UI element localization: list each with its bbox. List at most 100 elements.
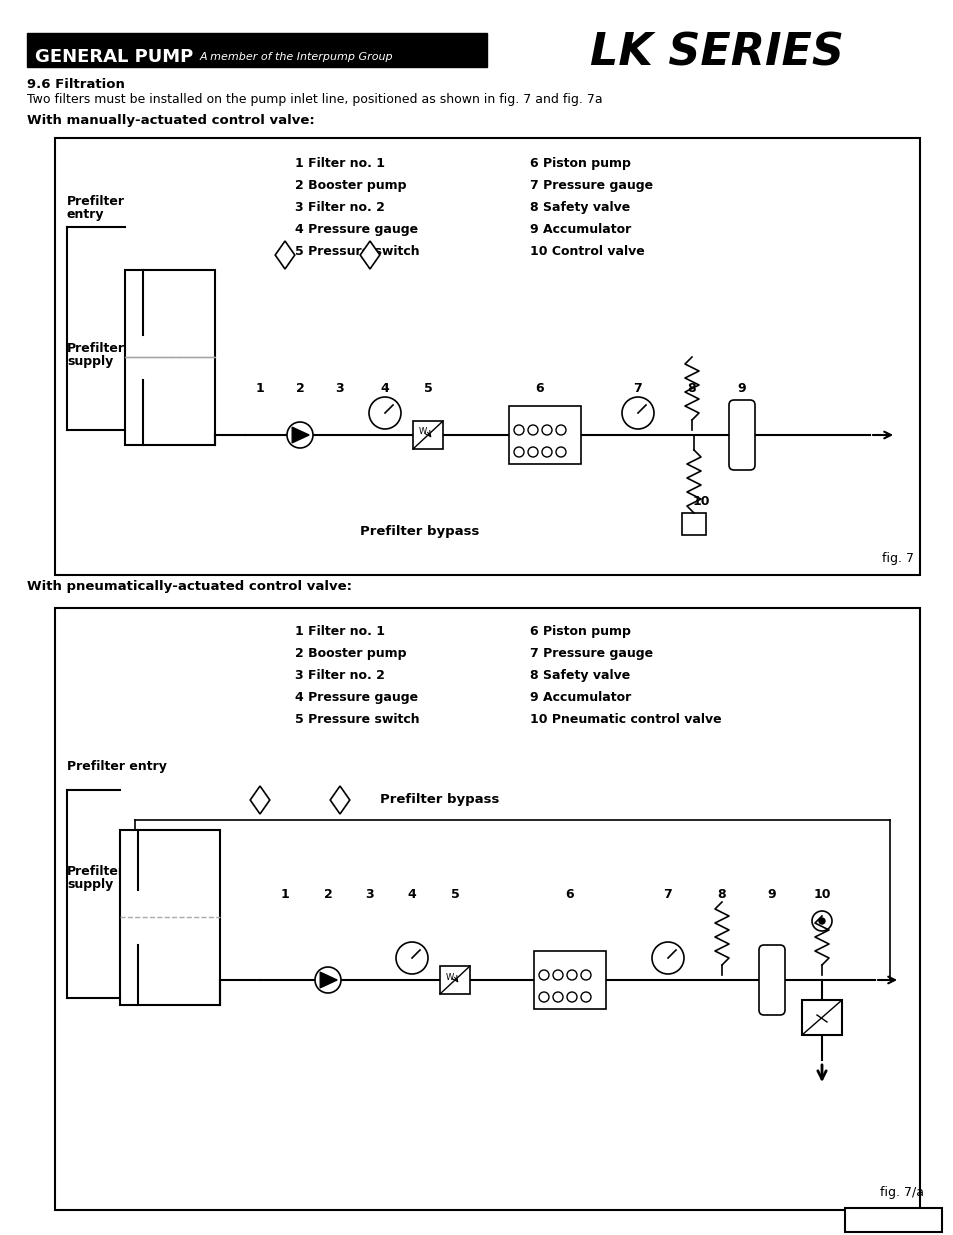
Text: Prefilter: Prefilter <box>141 288 199 301</box>
Text: With manually-actuated control valve:: With manually-actuated control valve: <box>27 114 314 127</box>
Polygon shape <box>274 241 294 269</box>
Text: With pneumatically-actuated control valve:: With pneumatically-actuated control valv… <box>27 580 352 593</box>
Text: 8: 8 <box>687 382 696 395</box>
Text: Prefilter: Prefilter <box>67 342 125 354</box>
Text: W: W <box>445 972 454 982</box>
Text: 1 Filter no. 1: 1 Filter no. 1 <box>294 625 385 638</box>
Text: Prefilter: Prefilter <box>67 195 125 207</box>
Text: Two filters must be installed on the pump inlet line, positioned as shown in fig: Two filters must be installed on the pum… <box>27 93 602 106</box>
Text: Prefilter bypass: Prefilter bypass <box>380 793 499 806</box>
Circle shape <box>811 911 831 931</box>
Text: 5 Pressure switch: 5 Pressure switch <box>294 245 419 258</box>
Circle shape <box>651 942 683 974</box>
Circle shape <box>369 396 400 429</box>
Text: 7: 7 <box>633 382 641 395</box>
Text: 10: 10 <box>692 495 710 508</box>
Text: 9 Accumulator: 9 Accumulator <box>530 224 631 236</box>
Text: 5: 5 <box>423 382 432 395</box>
Text: A member of the Interpump Group: A member of the Interpump Group <box>200 52 394 62</box>
Text: 1: 1 <box>255 382 264 395</box>
Text: 3 Filter no. 2: 3 Filter no. 2 <box>294 669 384 682</box>
Text: 10: 10 <box>812 888 830 902</box>
Text: 6 Piston pump: 6 Piston pump <box>530 625 630 638</box>
Text: 3: 3 <box>365 888 374 902</box>
Text: 2: 2 <box>295 382 304 395</box>
Text: GENERAL PUMP: GENERAL PUMP <box>35 48 193 65</box>
Text: Tank: Tank <box>153 301 186 314</box>
Text: 7: 7 <box>663 888 672 902</box>
Circle shape <box>287 422 313 448</box>
Text: 6 Piston pump: 6 Piston pump <box>530 157 630 170</box>
Text: Page 13: Page 13 <box>861 1216 923 1230</box>
Text: Prefilter: Prefilter <box>67 864 125 878</box>
Bar <box>55 608 919 1210</box>
Text: 2 Booster pump: 2 Booster pump <box>294 179 406 191</box>
Polygon shape <box>360 241 379 269</box>
Bar <box>27 33 486 67</box>
Bar <box>681 513 705 535</box>
Circle shape <box>556 425 565 435</box>
Circle shape <box>314 967 340 993</box>
Circle shape <box>566 969 577 981</box>
Text: Prefilter entry: Prefilter entry <box>67 760 167 773</box>
Bar <box>413 421 442 450</box>
Text: 3 Filter no. 2: 3 Filter no. 2 <box>294 201 384 214</box>
Circle shape <box>541 447 552 457</box>
Bar <box>844 1208 941 1233</box>
Polygon shape <box>250 785 270 814</box>
Text: 4: 4 <box>380 382 389 395</box>
Polygon shape <box>292 427 309 443</box>
Text: 3: 3 <box>335 382 344 395</box>
Text: 9 Accumulator: 9 Accumulator <box>530 692 631 704</box>
Circle shape <box>395 942 428 974</box>
Text: Tank: Tank <box>164 851 196 864</box>
FancyBboxPatch shape <box>759 945 784 1015</box>
Text: 8 Safety valve: 8 Safety valve <box>530 669 630 682</box>
Circle shape <box>541 425 552 435</box>
Text: LK SERIES: LK SERIES <box>589 32 843 74</box>
Bar <box>120 830 220 1005</box>
Text: 1: 1 <box>280 888 289 902</box>
Polygon shape <box>320 972 336 988</box>
Text: 6: 6 <box>536 382 544 395</box>
Bar <box>509 406 580 464</box>
Text: Prefilter: Prefilter <box>151 839 209 851</box>
Circle shape <box>818 918 824 924</box>
Text: 9.6 Filtration: 9.6 Filtration <box>27 78 125 91</box>
Text: 4 Pressure gauge: 4 Pressure gauge <box>294 224 417 236</box>
Bar <box>534 951 605 1009</box>
Text: W: W <box>418 427 427 436</box>
Text: 9: 9 <box>737 382 745 395</box>
Circle shape <box>556 447 565 457</box>
Text: 6: 6 <box>565 888 574 902</box>
Text: supply: supply <box>67 878 113 890</box>
Circle shape <box>621 396 654 429</box>
Text: fig. 7: fig. 7 <box>882 552 913 564</box>
Text: 4 Pressure gauge: 4 Pressure gauge <box>294 692 417 704</box>
Polygon shape <box>330 785 350 814</box>
Circle shape <box>580 992 590 1002</box>
Text: 10 Control valve: 10 Control valve <box>530 245 644 258</box>
Circle shape <box>527 425 537 435</box>
Circle shape <box>580 969 590 981</box>
Circle shape <box>553 969 562 981</box>
Text: Prefilter bypass: Prefilter bypass <box>360 525 479 538</box>
Text: supply: supply <box>67 354 113 368</box>
Circle shape <box>527 447 537 457</box>
Circle shape <box>553 992 562 1002</box>
Text: 8 Safety valve: 8 Safety valve <box>530 201 630 214</box>
Text: 7 Pressure gauge: 7 Pressure gauge <box>530 647 653 659</box>
Bar <box>55 138 919 576</box>
Text: 10 Pneumatic control valve: 10 Pneumatic control valve <box>530 713 720 726</box>
Text: 1 Filter no. 1: 1 Filter no. 1 <box>294 157 385 170</box>
Text: entry: entry <box>67 207 105 221</box>
Circle shape <box>566 992 577 1002</box>
Bar <box>439 966 470 994</box>
Text: 4: 4 <box>407 888 416 902</box>
Circle shape <box>514 447 523 457</box>
Text: 7 Pressure gauge: 7 Pressure gauge <box>530 179 653 191</box>
Text: 2: 2 <box>323 888 332 902</box>
Text: 2 Booster pump: 2 Booster pump <box>294 647 406 659</box>
Circle shape <box>514 425 523 435</box>
Circle shape <box>538 969 548 981</box>
